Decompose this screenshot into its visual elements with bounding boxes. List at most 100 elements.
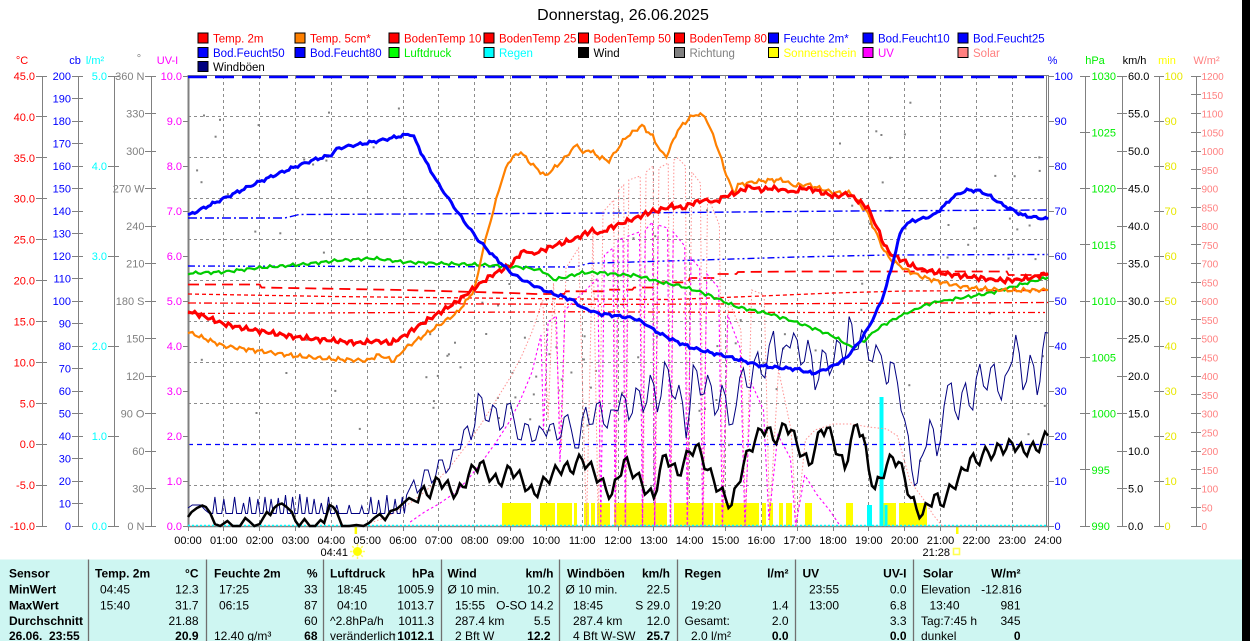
svg-text:120: 120 (126, 371, 144, 383)
svg-text:0.0: 0.0 (890, 583, 907, 597)
svg-text:2.0: 2.0 (167, 431, 182, 443)
svg-text:25.7: 25.7 (647, 629, 671, 641)
svg-text:18:45: 18:45 (337, 583, 367, 597)
svg-text:20.9: 20.9 (175, 629, 199, 641)
svg-text:04:45: 04:45 (100, 583, 130, 597)
svg-text:Temp. 2m: Temp. 2m (95, 567, 150, 581)
svg-text:13:00: 13:00 (809, 599, 839, 613)
svg-text:1013.7: 1013.7 (397, 599, 434, 613)
svg-text:0: 0 (1165, 521, 1171, 533)
svg-text:12.2: 12.2 (527, 629, 551, 641)
svg-text:04:10: 04:10 (337, 599, 367, 613)
svg-text:1200: 1200 (1202, 72, 1225, 83)
svg-text:-12.816: -12.816 (981, 583, 1022, 597)
svg-text:15:55: 15:55 (455, 599, 485, 613)
svg-text:Solar: Solar (923, 567, 953, 581)
svg-text:BodenTemp 80: BodenTemp 80 (690, 34, 767, 46)
svg-text:MinWert: MinWert (9, 583, 56, 597)
svg-text:veränderlich: veränderlich (330, 629, 395, 641)
svg-text:15.0: 15.0 (14, 316, 35, 328)
svg-text:UV: UV (878, 48, 894, 60)
svg-text:35.0: 35.0 (14, 153, 35, 165)
svg-text:60.0: 60.0 (1128, 71, 1149, 83)
svg-text:6.8: 6.8 (890, 599, 907, 613)
svg-text:min: min (1158, 55, 1176, 67)
svg-text:S 29.0: S 29.0 (635, 599, 670, 613)
svg-text:20: 20 (1055, 431, 1067, 443)
svg-text:2.0 l/m²: 2.0 l/m² (691, 629, 731, 641)
svg-text:200: 200 (53, 71, 71, 83)
svg-text:0.0: 0.0 (167, 521, 182, 533)
svg-text:1020: 1020 (1092, 184, 1116, 196)
svg-text:10.0: 10.0 (14, 357, 35, 369)
svg-text:BodenTemp 25: BodenTemp 25 (499, 34, 576, 46)
svg-text:2.0: 2.0 (92, 341, 107, 353)
svg-text:0.0: 0.0 (890, 629, 907, 641)
svg-text:0 N: 0 N (127, 521, 144, 533)
svg-text:40.0: 40.0 (1128, 221, 1149, 233)
svg-text:15:00: 15:00 (712, 535, 740, 547)
svg-text:100: 100 (1165, 71, 1183, 83)
svg-text:00:00: 00:00 (174, 535, 202, 547)
svg-text:6.0: 6.0 (167, 251, 182, 263)
svg-text:500: 500 (1202, 335, 1219, 346)
svg-text:km/h: km/h (525, 567, 553, 581)
svg-text:W/m²: W/m² (1193, 55, 1220, 67)
svg-text:10: 10 (59, 499, 71, 511)
svg-text:240: 240 (126, 221, 144, 233)
svg-text:287.4 km: 287.4 km (455, 614, 504, 628)
svg-text:5.0: 5.0 (20, 398, 35, 410)
svg-text:°C: °C (16, 55, 28, 67)
svg-text:100: 100 (1055, 71, 1073, 83)
svg-text:19:20: 19:20 (691, 599, 721, 613)
svg-text:5.0: 5.0 (92, 71, 107, 83)
svg-text:23:55: 23:55 (809, 583, 839, 597)
svg-text:0: 0 (1055, 521, 1061, 533)
svg-text:01:00: 01:00 (210, 535, 238, 547)
svg-text:12.40 g/m³: 12.40 g/m³ (214, 629, 271, 641)
svg-text:BodenTemp 10: BodenTemp 10 (404, 34, 481, 46)
svg-text:180: 180 (53, 116, 71, 128)
svg-text:1.4: 1.4 (772, 599, 789, 613)
svg-text:dunkel: dunkel (921, 629, 956, 641)
svg-text:21.88: 21.88 (168, 614, 198, 628)
svg-text:10: 10 (1165, 476, 1177, 488)
svg-text:cb: cb (69, 55, 81, 67)
svg-text:O-SO 14.2: O-SO 14.2 (496, 599, 554, 613)
svg-text:11:00: 11:00 (569, 535, 596, 547)
svg-text:04:00: 04:00 (318, 535, 346, 547)
svg-text:12.0: 12.0 (647, 614, 671, 628)
svg-text:60: 60 (304, 614, 318, 628)
svg-text:360 N: 360 N (115, 71, 144, 83)
svg-text:550: 550 (1202, 316, 1219, 327)
svg-text:50: 50 (1202, 503, 1214, 514)
svg-text:87: 87 (304, 599, 318, 613)
svg-text:BodenTemp 50: BodenTemp 50 (594, 34, 671, 46)
svg-text:km/h: km/h (642, 567, 670, 581)
svg-text:Donnerstag, 26.06.2025: Donnerstag, 26.06.2025 (537, 7, 709, 24)
svg-text:23:00: 23:00 (998, 535, 1026, 547)
svg-text:10: 10 (1055, 476, 1067, 488)
svg-text:190: 190 (53, 94, 71, 106)
svg-text:30.0: 30.0 (14, 194, 35, 206)
svg-text:MaxWert: MaxWert (9, 599, 59, 613)
svg-text:100: 100 (53, 296, 71, 308)
svg-text:1015: 1015 (1092, 240, 1116, 252)
svg-text:13:00: 13:00 (640, 535, 668, 547)
svg-text:04:41: 04:41 (320, 547, 348, 559)
svg-text:Richtung: Richtung (690, 48, 735, 60)
svg-text:80: 80 (1055, 161, 1067, 173)
svg-text:1050: 1050 (1202, 128, 1225, 139)
svg-text:15:40: 15:40 (100, 599, 130, 613)
svg-text:Solar: Solar (973, 48, 1000, 60)
svg-text:450: 450 (1202, 353, 1219, 364)
svg-text:50: 50 (1165, 296, 1177, 308)
svg-text:Ø 10 min.: Ø 10 min. (566, 583, 618, 597)
svg-text:10.0: 10.0 (1128, 446, 1149, 458)
svg-text:3.0: 3.0 (92, 251, 107, 263)
svg-text:Feuchte 2m*: Feuchte 2m* (784, 34, 850, 46)
svg-text:5.0: 5.0 (167, 296, 182, 308)
svg-text:17:00: 17:00 (783, 535, 811, 547)
svg-text:Gesamt:: Gesamt: (685, 614, 730, 628)
svg-text:05:00: 05:00 (353, 535, 381, 547)
